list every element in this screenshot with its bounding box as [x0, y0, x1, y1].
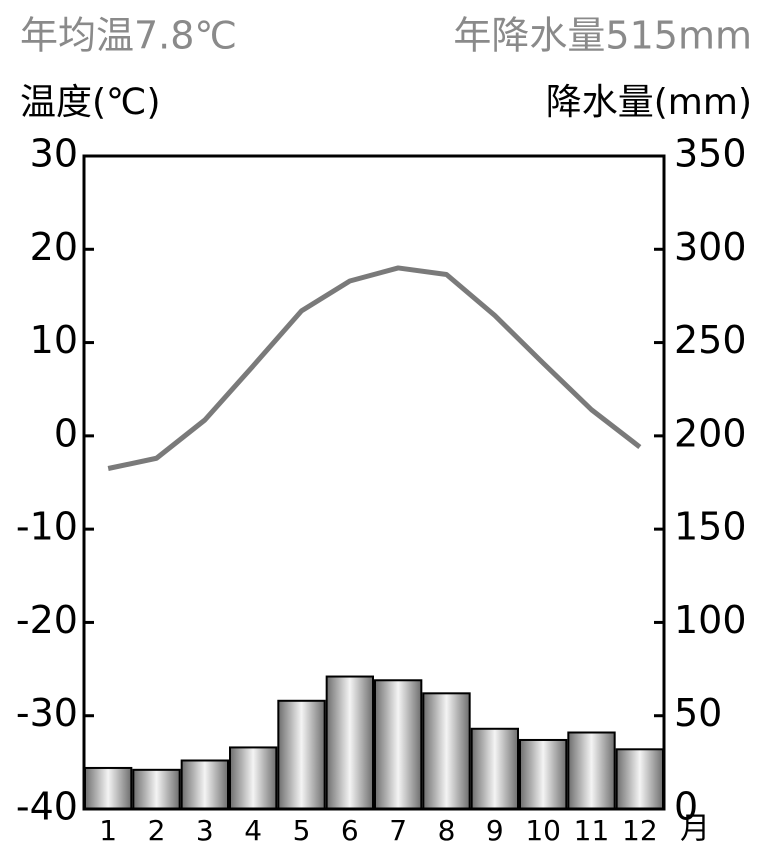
precipitation-bar: [277, 699, 326, 810]
precipitation-bar: [422, 692, 471, 811]
x-tick-label: 8: [438, 814, 456, 847]
x-tick-label: 12: [622, 814, 658, 847]
y-tick-label: -20: [16, 598, 78, 642]
y2-tick-label: 0: [674, 785, 698, 829]
y-axis-label: 温度(℃): [20, 82, 161, 123]
y-tick-label: 10: [30, 318, 78, 362]
precipitation-bar: [519, 738, 568, 810]
plot-frame: [82, 154, 666, 811]
x-tick-label: 7: [389, 814, 407, 847]
precipitation-bar: [84, 766, 133, 810]
precipitation-bar: [180, 759, 230, 811]
x-tick-label: 3: [196, 814, 214, 847]
precipitation-bar: [132, 768, 181, 811]
y-tick-label: -30: [16, 691, 78, 735]
y2-tick-label: 250: [674, 318, 747, 362]
x-tick-label: 1: [99, 814, 117, 847]
chart-subtitle: 年降水量515mm: [453, 14, 752, 58]
temperature-line: [107, 265, 642, 471]
x-tick-label: 9: [486, 814, 504, 847]
y-tick-label: 20: [30, 225, 78, 269]
y-tick-label: 0: [54, 411, 78, 455]
precipitation-bar: [229, 746, 278, 811]
y-tick-label: -40: [16, 785, 78, 829]
x-tick-label: 10: [525, 814, 561, 847]
precipitation-bar: [374, 679, 423, 810]
y2-tick-label: 50: [674, 691, 722, 735]
y2-tick-label: 350: [674, 132, 747, 176]
y2-axis-label: 降水量(mm): [546, 82, 752, 123]
x-tick-label: 4: [244, 814, 262, 847]
y2-tick-label: 200: [674, 411, 747, 455]
y-tick-label: 30: [30, 132, 78, 176]
x-tick-label: 11: [574, 814, 610, 847]
x-axis-label: 月: [680, 812, 710, 847]
x-tick-label: 5: [293, 814, 311, 847]
x-tick-label: 6: [341, 814, 359, 847]
precipitation-bar: [470, 727, 519, 811]
precipitation-bar: [567, 731, 616, 811]
y-tick-label: -10: [16, 505, 78, 549]
precipitation-bar: [615, 748, 665, 810]
y2-tick-label: 100: [674, 598, 747, 642]
x-tick-label: 2: [148, 814, 166, 847]
y2-tick-label: 150: [674, 505, 747, 549]
precipitation-bar: [325, 675, 374, 811]
y2-tick-label: 300: [674, 225, 747, 269]
chart-title: 年均温7.8℃: [20, 14, 237, 58]
